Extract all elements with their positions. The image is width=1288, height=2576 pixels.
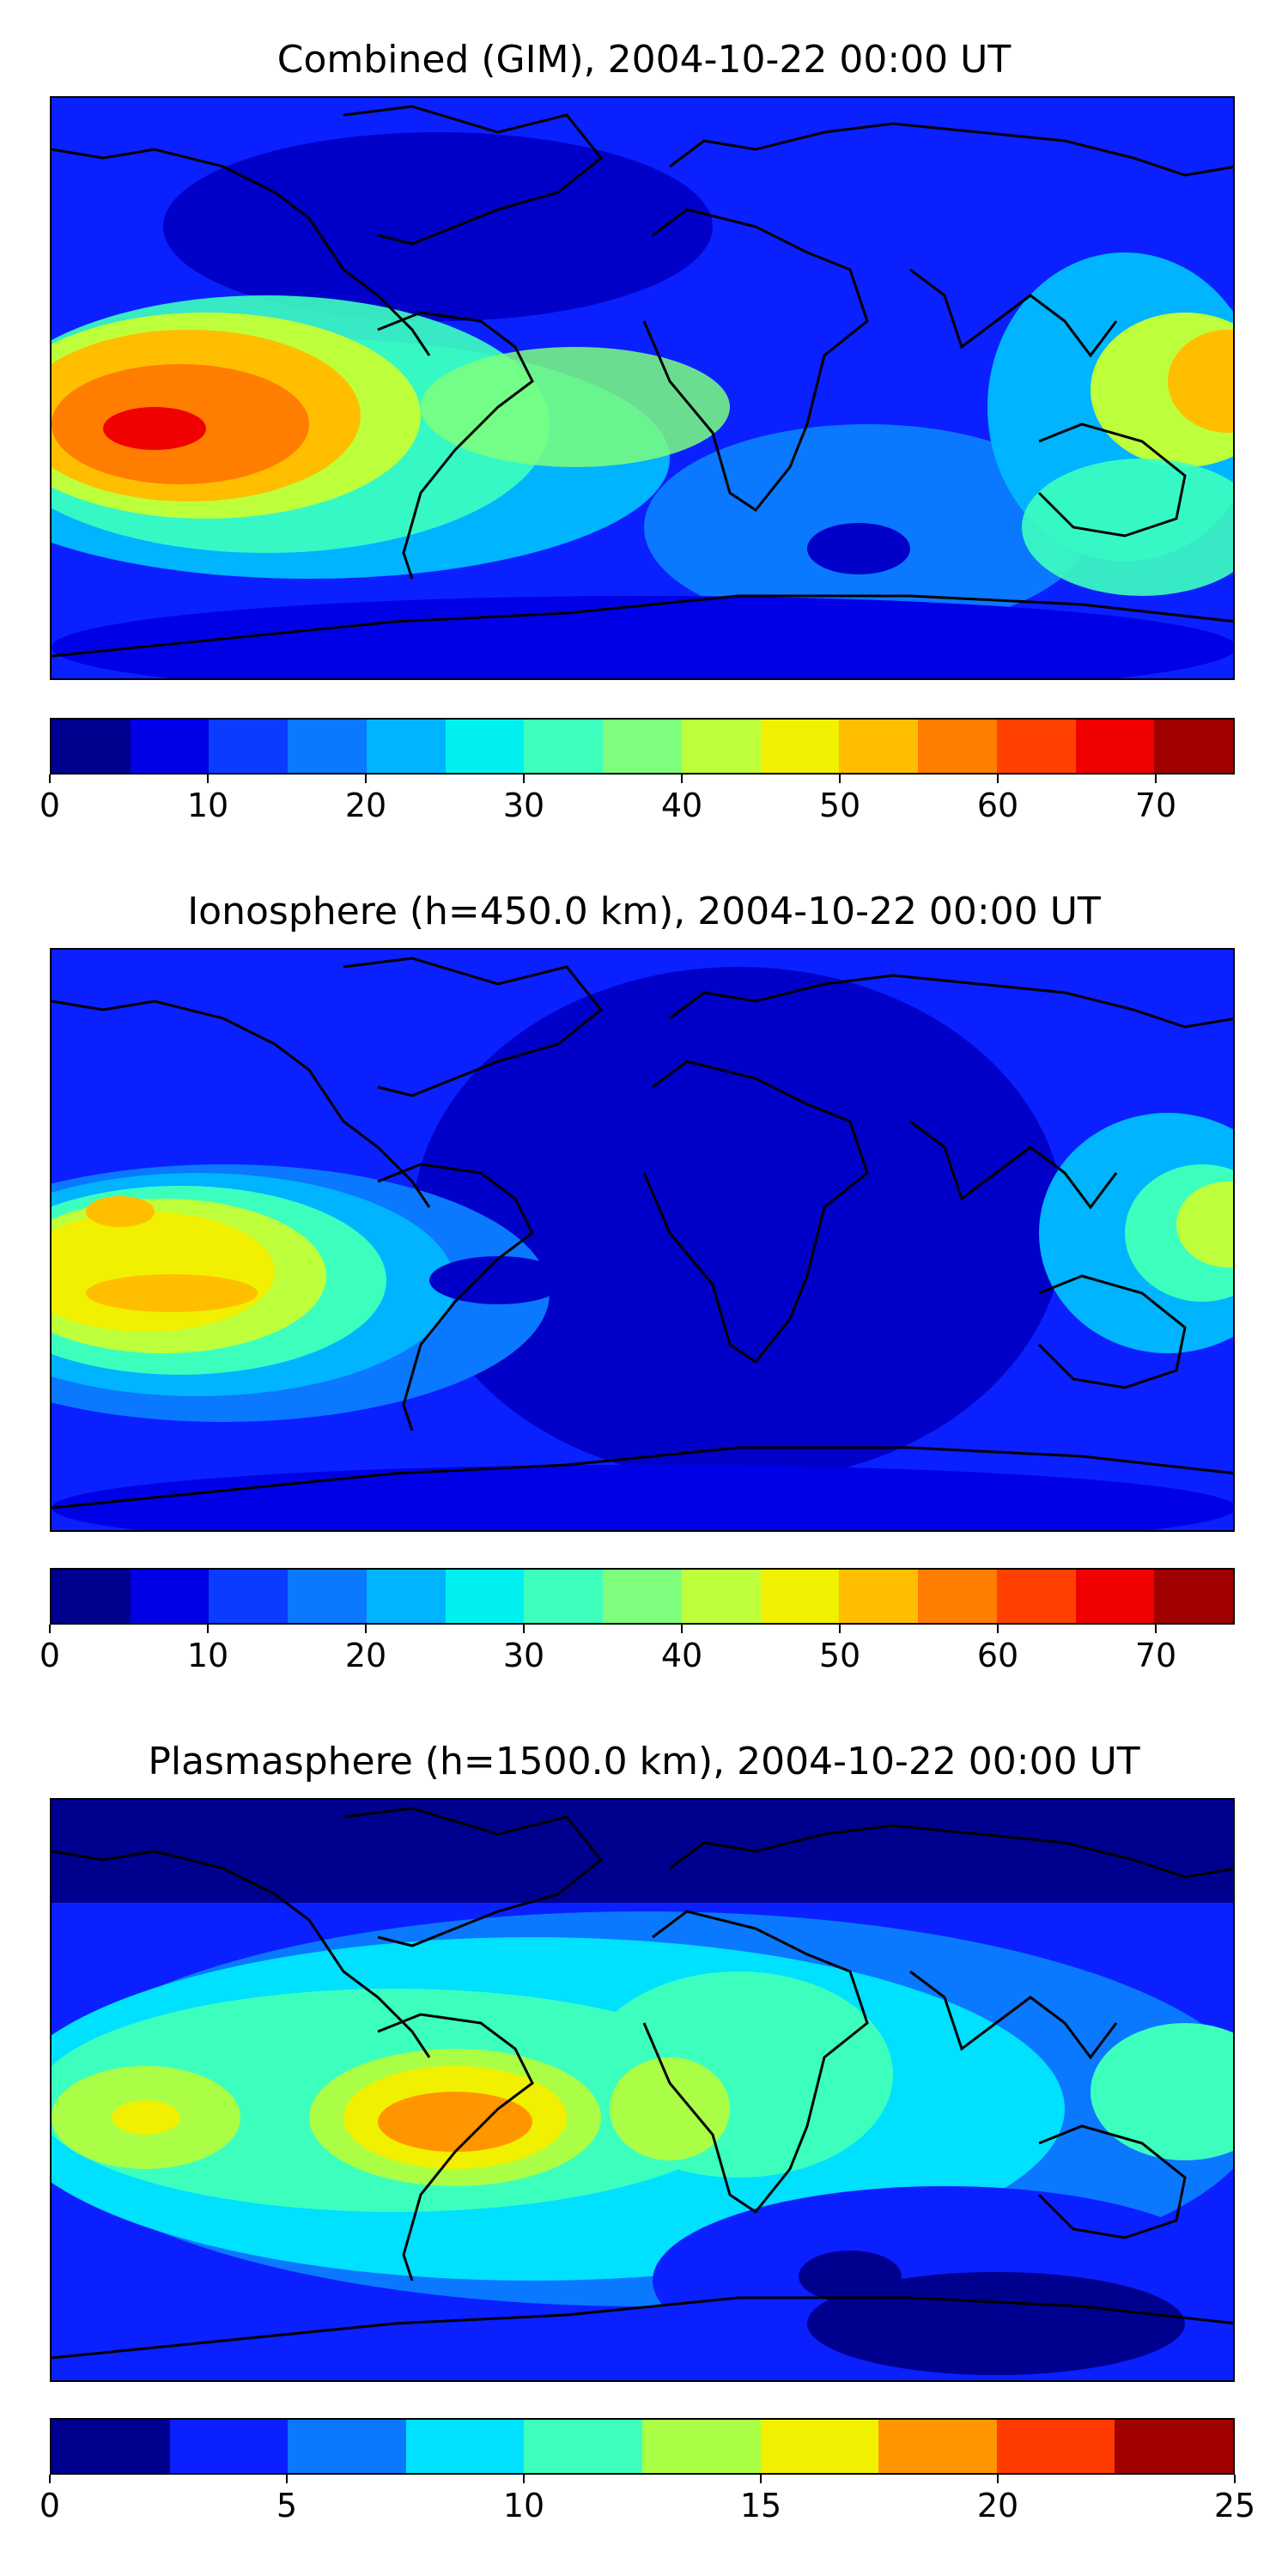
colorbar-tick-mark [997,1625,999,1633]
colorbar-tick-mark [760,2475,762,2483]
colorbar-bin [130,720,210,773]
contour-map [52,950,1233,1530]
colorbar-bin [681,720,761,773]
colorbar-bin [524,1570,604,1623]
colorbar-tick-mark [681,775,683,783]
colorbar-tick-label: 0 [39,1637,61,1674]
colorbar-bin [366,1570,446,1623]
colorbar-tick-mark [523,1625,525,1633]
colorbar-tick-label: 5 [276,2487,298,2524]
map-combined [50,96,1235,680]
panel-title: Plasmasphere (h=1500.0 km), 2004-10-22 0… [148,1740,1140,1783]
colorbar-bin [130,1570,210,1623]
colorbar-tick-mark [286,2475,288,2483]
colorbar-tick-label: 0 [39,2487,61,2524]
map-ionosphere [50,948,1235,1532]
colorbar-bin [445,1570,525,1623]
colorbar-bin [1075,720,1155,773]
colorbar-bin [878,2420,997,2473]
colorbar-bin [641,2420,761,2473]
colorbar [50,2418,1235,2475]
colorbar-bin [918,720,997,773]
colorbar-tick-mark [681,1625,683,1633]
colorbar-bin [169,2420,289,2473]
colorbar-tick-label: 30 [502,787,545,824]
colorbar-bin [996,720,1076,773]
colorbar-bin [209,1570,289,1623]
colorbar-bin [288,2420,406,2473]
colorbar-bin [760,720,840,773]
colorbar-bin [1115,2420,1233,2473]
colorbar-bin [1154,720,1234,773]
colorbar-tick-label: 10 [186,787,229,824]
colorbar-tick-label: 0 [39,787,61,824]
colorbar-bin [681,1570,761,1623]
colorbar-tick-label: 20 [344,1637,387,1674]
colorbar-bin [52,1570,131,1623]
colorbar-tick-mark [49,2475,51,2483]
colorbar-bin [1154,1570,1234,1623]
colorbar-bin [524,720,604,773]
colorbar-tick-mark [1155,1625,1157,1633]
colorbar-bin [760,1570,840,1623]
map-plasmasphere [50,1798,1235,2382]
colorbar-tick-mark [49,1625,51,1633]
colorbar-tick-label: 40 [660,787,703,824]
colorbar-bin [603,1570,682,1623]
colorbar-tick-label: 60 [976,1637,1019,1674]
colorbar-bin [52,720,131,773]
panel-title: Combined (GIM), 2004-10-22 00:00 UT [276,38,1012,82]
colorbar-bin [209,720,289,773]
colorbar-tick-mark [1234,2475,1236,2483]
colorbar-tick-label: 20 [344,787,387,824]
colorbar-tick-mark [523,2475,525,2483]
colorbar-tick-label: 50 [818,1637,861,1674]
colorbar-bin [839,720,919,773]
colorbar-bin [288,1570,367,1623]
colorbar-bin [405,2420,525,2473]
colorbar-tick-label: 70 [1134,1637,1177,1674]
colorbar-tick-label: 25 [1213,2487,1256,2524]
colorbar [50,1568,1235,1625]
colorbar-tick-mark [207,775,209,783]
panel-title: Ionosphere (h=450.0 km), 2004-10-22 00:0… [187,890,1101,933]
colorbar-tick-label: 15 [739,2487,782,2524]
colorbar-bin [366,720,446,773]
colorbar-tick-label: 10 [186,1637,229,1674]
colorbar-bin [760,2420,879,2473]
contour-map [52,1800,1233,2380]
contour-map [52,98,1233,678]
colorbar-tick-mark [207,1625,209,1633]
colorbar-bin [996,2420,1115,2473]
colorbar-bin [445,720,525,773]
colorbar-bin [1075,1570,1155,1623]
colorbar-bin [52,2420,170,2473]
colorbar-tick-mark [997,775,999,783]
colorbar-tick-mark [839,1625,841,1633]
colorbar-tick-mark [49,775,51,783]
colorbar-tick-label: 10 [502,2487,545,2524]
colorbar-bin [603,720,682,773]
colorbar-tick-mark [365,1625,367,1633]
colorbar-bin [996,1570,1076,1623]
colorbar-tick-label: 20 [976,2487,1019,2524]
colorbar-tick-label: 50 [818,787,861,824]
colorbar-bin [288,720,367,773]
colorbar-tick-label: 30 [502,1637,545,1674]
colorbar-tick-label: 70 [1134,787,1177,824]
colorbar-tick-mark [365,775,367,783]
colorbar-tick-mark [523,775,525,783]
colorbar-bin [524,2420,642,2473]
colorbar-bin [839,1570,919,1623]
colorbar-tick-mark [997,2475,999,2483]
colorbar-tick-label: 60 [976,787,1019,824]
colorbar-tick-mark [1155,775,1157,783]
colorbar-tick-label: 40 [660,1637,703,1674]
colorbar-tick-mark [839,775,841,783]
colorbar [50,718,1235,775]
colorbar-bin [918,1570,997,1623]
